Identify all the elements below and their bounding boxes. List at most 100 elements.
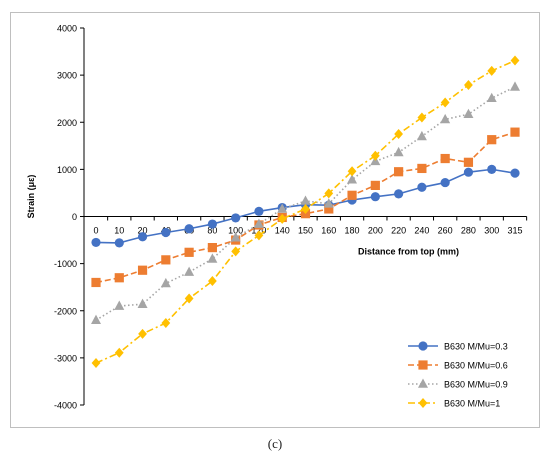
data-point [510,55,520,66]
data-point [254,206,264,216]
data-point [207,219,217,229]
x-tick-label: 220 [391,226,406,236]
x-tick-label: 0 [93,226,98,236]
x-tick-label: 260 [438,226,453,236]
data-point [184,247,194,257]
chart-frame [10,12,540,428]
data-point [510,127,520,137]
data-point [184,224,194,234]
data-point [463,108,474,119]
legend-label: B630 M/Mu=0.3 [444,342,508,352]
data-point [487,65,497,76]
data-point [137,232,148,242]
data-point [137,298,148,308]
data-point [114,347,124,358]
data-point [323,198,334,208]
data-point [347,166,357,177]
x-tick-label: 200 [368,226,383,236]
data-point [370,180,380,190]
data-point [161,318,171,329]
data-point [114,300,125,310]
data-point [231,246,241,257]
y-tick-label: 2000 [57,118,77,128]
data-point [207,243,217,253]
data-point [91,237,101,248]
data-point [463,167,474,177]
data-point [254,230,264,241]
data-point [138,328,147,339]
data-point [160,277,171,288]
x-tick-label: 280 [461,226,476,236]
data-point [510,168,520,178]
data-point [440,177,450,188]
data-point [253,218,264,228]
data-point [440,97,450,108]
data-point [370,192,380,202]
y-tick-label: 0 [72,212,77,222]
data-point [207,253,218,263]
data-point [416,130,427,141]
data-point [161,227,171,238]
data-point [347,174,358,184]
figure-caption: (c) [267,436,283,451]
data-point [91,358,101,369]
x-tick-label: 100 [228,226,243,236]
x-tick-label: 180 [345,226,360,236]
data-point [417,163,427,174]
series-4 [91,55,520,369]
legend-label: B630 M/Mu=0.9 [444,380,508,390]
x-tick-label: 160 [321,226,336,236]
data-point [207,276,217,287]
x-tick-label: 315 [507,226,522,236]
y-tick-label: -3000 [54,353,77,363]
legend: B630 M/Mu=0.3 B630 M/Mu=0.6 B630 M/Mu=0.9 B… [408,341,508,409]
y-tick-label: 4000 [57,24,77,34]
x-axis-title: Distance from top (mm) [358,247,459,257]
data-point [277,203,288,213]
x-tick-label: 20 [138,226,148,236]
series-3 [91,81,520,324]
data-point [417,182,427,192]
y-axis-title: Strain (με) [26,175,36,219]
x-tick-label: 150 [298,226,313,236]
data-point [510,81,520,91]
data-point [114,273,124,283]
data-point [394,189,404,199]
data-point [440,153,450,164]
legend-marker [418,341,428,351]
data-point [137,265,148,275]
x-tick-label: 10 [114,226,124,236]
data-point [394,167,404,177]
data-point [161,255,171,265]
data-point [324,204,334,214]
data-point [91,314,101,324]
y-tick-label: 3000 [57,71,77,81]
data-point [394,129,404,140]
data-point [487,164,497,174]
y-tick-label: -2000 [54,306,77,316]
y-tick-label: -1000 [54,259,77,269]
data-point [230,232,241,242]
x-tick-label: 300 [484,226,499,236]
legend-label: B630 M/Mu=1 [444,399,500,409]
x-tick-label: 240 [414,226,429,236]
y-tick-label: 1000 [57,165,77,175]
y-tick-label: -4000 [54,401,77,411]
data-point [324,188,334,199]
data-point [277,213,287,224]
x-tick-label: 80 [207,226,217,236]
data-point [463,157,474,167]
data-point [301,203,310,214]
data-point [184,266,195,276]
legend-marker [418,360,428,370]
x-tick-label: 140 [275,226,290,236]
data-point [370,150,380,161]
data-point [440,113,451,124]
data-point [184,293,194,304]
legend-label: B630 M/Mu=0.6 [444,361,508,371]
data-point [347,190,357,200]
data-point [487,135,497,145]
legend-marker [418,398,428,408]
data-point [393,146,404,157]
